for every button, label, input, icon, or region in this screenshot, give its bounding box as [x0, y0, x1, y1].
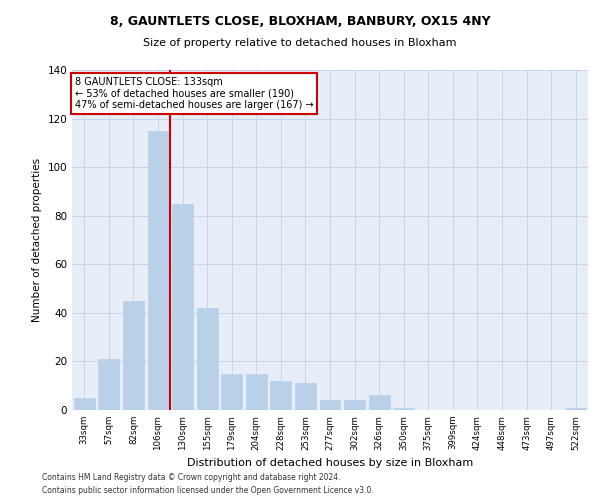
Text: 8, GAUNTLETS CLOSE, BLOXHAM, BANBURY, OX15 4NY: 8, GAUNTLETS CLOSE, BLOXHAM, BANBURY, OX… [110, 15, 490, 28]
Bar [197, 308, 218, 410]
Text: 8 GAUNTLETS CLOSE: 133sqm
← 53% of detached houses are smaller (190)
47% of semi: 8 GAUNTLETS CLOSE: 133sqm ← 53% of detac… [74, 77, 313, 110]
Bar [295, 384, 316, 410]
Bar [98, 359, 119, 410]
Bar [221, 374, 242, 410]
Bar [368, 396, 389, 410]
Bar [393, 408, 414, 410]
Bar [565, 408, 586, 410]
Text: Contains public sector information licensed under the Open Government Licence v3: Contains public sector information licen… [42, 486, 374, 495]
Bar [172, 204, 193, 410]
Text: Size of property relative to detached houses in Bloxham: Size of property relative to detached ho… [143, 38, 457, 48]
X-axis label: Distribution of detached houses by size in Bloxham: Distribution of detached houses by size … [187, 458, 473, 468]
Text: Contains HM Land Registry data © Crown copyright and database right 2024.: Contains HM Land Registry data © Crown c… [42, 474, 341, 482]
Bar [344, 400, 365, 410]
Bar [148, 130, 169, 410]
Y-axis label: Number of detached properties: Number of detached properties [32, 158, 42, 322]
Bar [271, 381, 292, 410]
Bar [74, 398, 95, 410]
Bar [123, 300, 144, 410]
Bar [320, 400, 340, 410]
Bar [246, 374, 267, 410]
